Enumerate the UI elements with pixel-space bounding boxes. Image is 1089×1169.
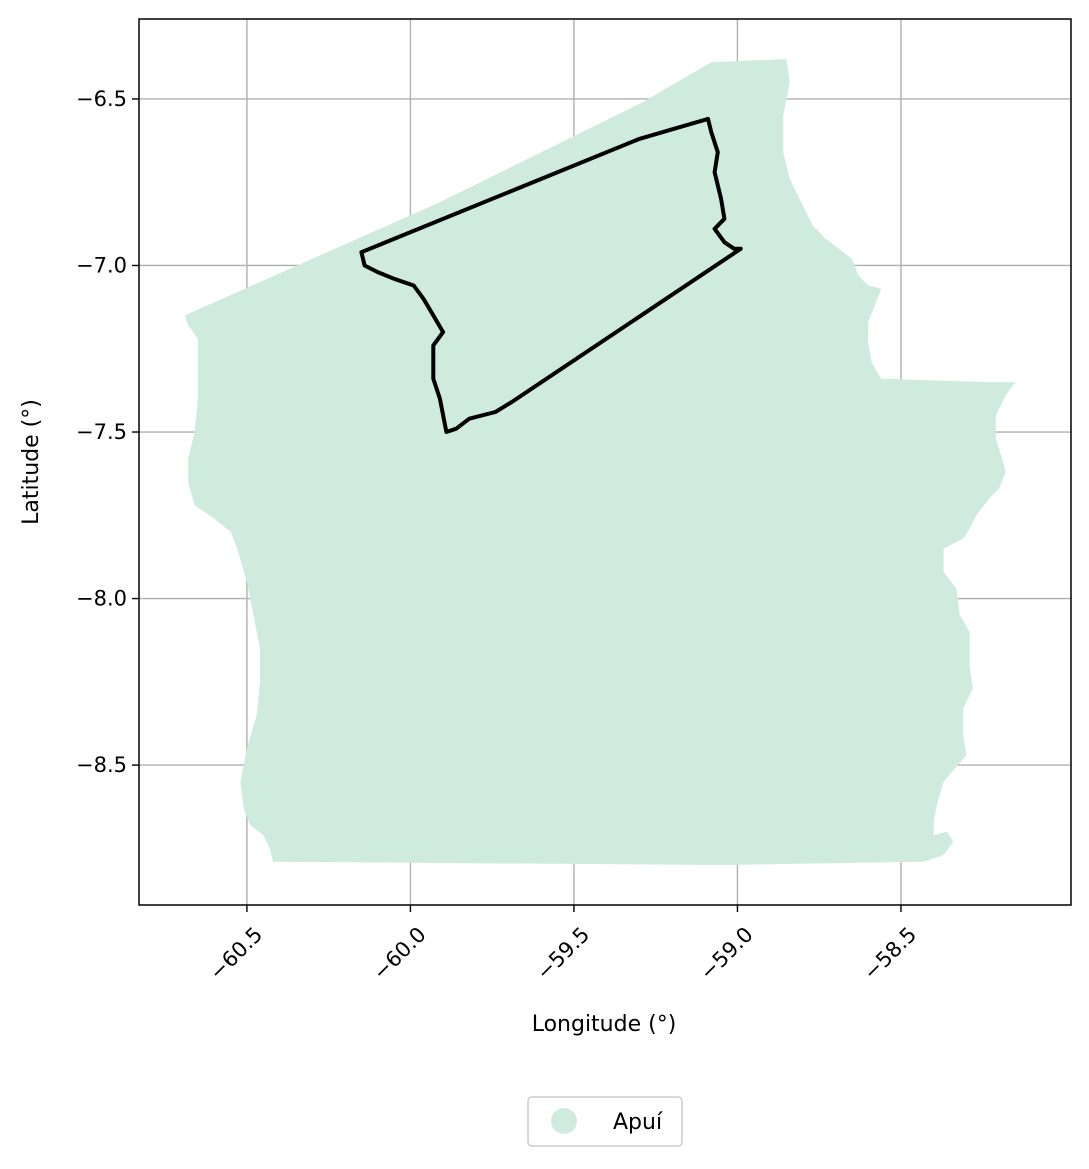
region-apui — [184, 59, 1016, 865]
legend-marker-apui — [551, 1108, 577, 1134]
x-tick-label: −58.5 — [859, 922, 921, 984]
x-tick-label: −60.5 — [205, 922, 267, 984]
x-tick-label: −59.0 — [695, 922, 757, 984]
y-tick-label: −8.5 — [76, 753, 127, 777]
x-axis-label: Longitude (°) — [532, 1012, 677, 1037]
x-tick-label: −60.0 — [368, 922, 430, 984]
legend-label-apui: Apuí — [613, 1110, 663, 1135]
map-layers — [184, 59, 1016, 865]
y-axis-label: Latitude (°) — [19, 399, 44, 525]
y-tick-label: −7.0 — [76, 253, 127, 277]
region-outline — [359, 116, 743, 434]
y-tick-label: −8.0 — [76, 587, 127, 611]
x-tick-label: −59.5 — [532, 922, 594, 984]
y-tick-label: −6.5 — [76, 87, 127, 111]
y-tick-label: −7.5 — [76, 420, 127, 444]
legend: Apuí — [527, 1096, 683, 1147]
plot-frame — [138, 18, 1072, 906]
